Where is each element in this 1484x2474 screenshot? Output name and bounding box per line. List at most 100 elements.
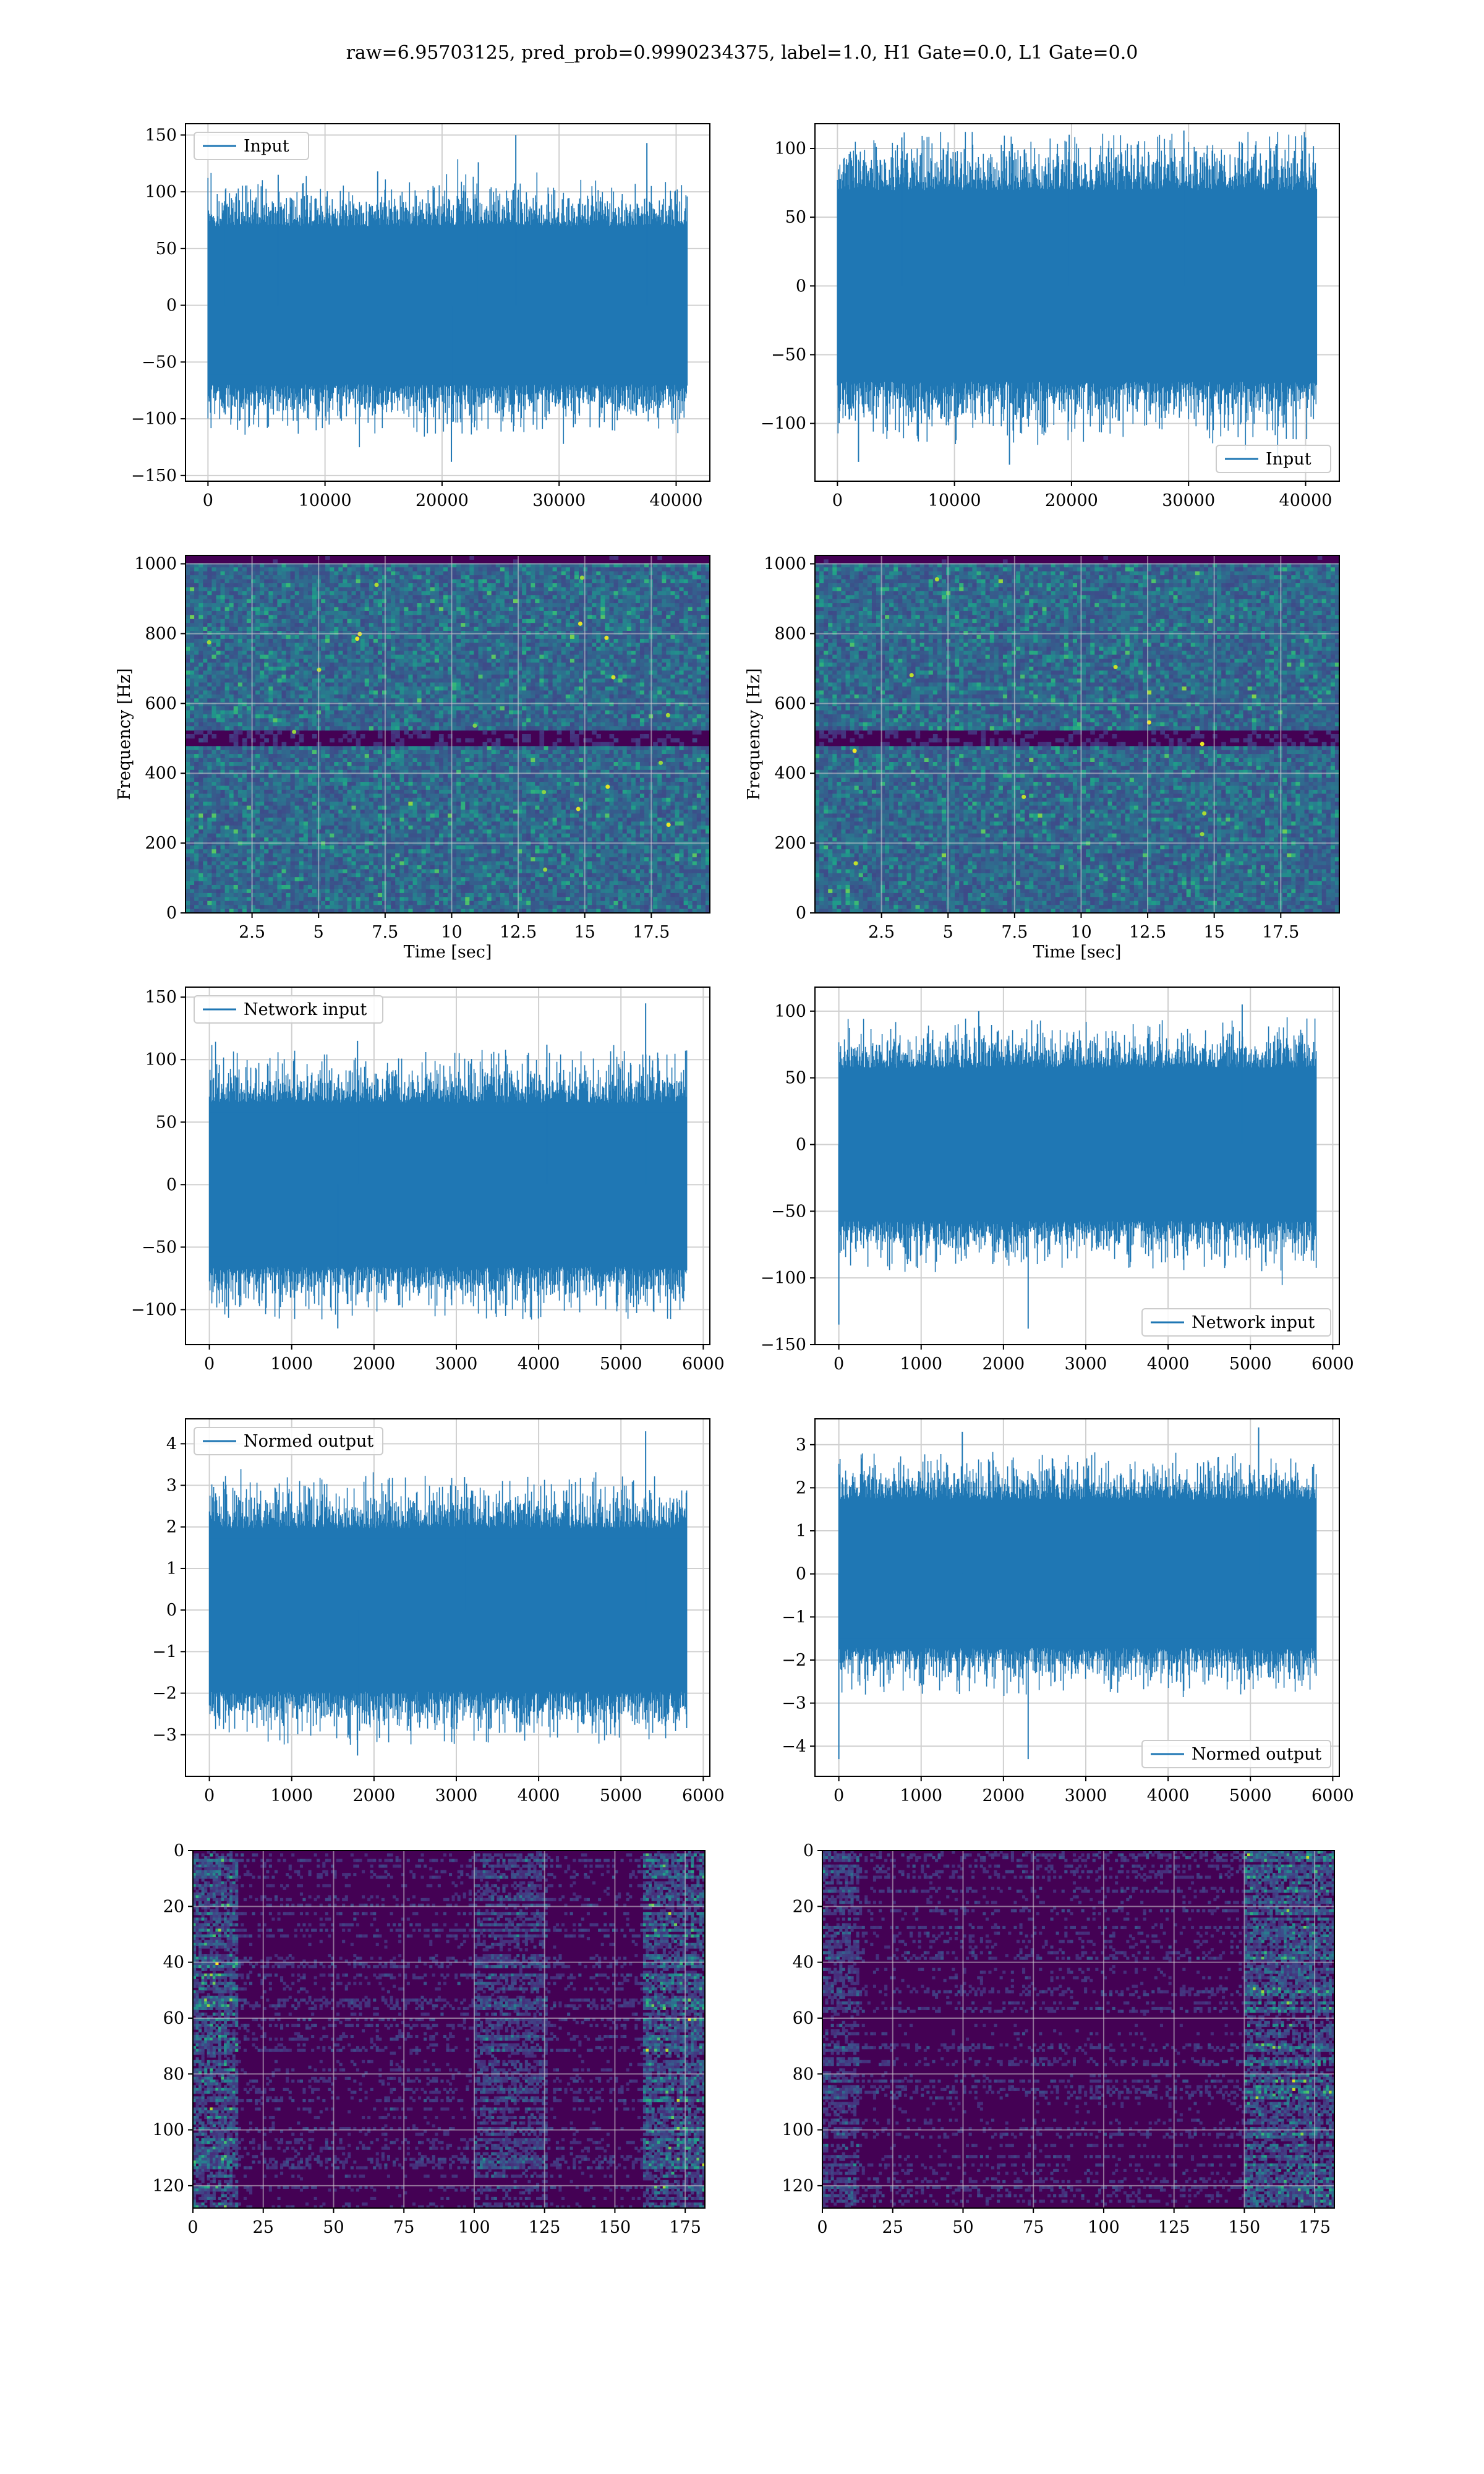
heatmap-cell <box>299 655 304 659</box>
heatmap-cell <box>640 678 645 683</box>
heatmap-cell <box>321 670 326 675</box>
heatmap-cell <box>693 567 697 571</box>
heatmap-cell <box>325 555 330 560</box>
heatmap-cell <box>413 678 418 683</box>
heatmap-cell <box>242 714 247 719</box>
heatmap-cell <box>190 714 195 719</box>
heatmap-cell <box>356 623 361 627</box>
heatmap-cell <box>291 662 296 667</box>
heatmap-cell <box>623 667 628 671</box>
heatmap-cell <box>570 683 575 687</box>
heatmap-cell <box>282 711 287 715</box>
heatmap-cell <box>483 662 488 667</box>
heatmap-cell <box>496 571 501 576</box>
heatmap-cell <box>203 714 208 719</box>
heatmap-cell <box>653 706 658 711</box>
heatmap-cell <box>487 591 492 596</box>
heatmap-cell <box>395 711 400 715</box>
heatmap-cell <box>553 690 558 695</box>
heatmap-cell <box>566 722 571 727</box>
heatmap-cell <box>198 718 203 722</box>
heatmap-cell <box>229 635 234 639</box>
heatmap-cell <box>653 571 658 576</box>
heatmap-cell <box>348 607 352 612</box>
heatmap-cell <box>399 718 404 722</box>
heatmap-cell <box>211 567 216 571</box>
heatmap-cell <box>557 722 562 727</box>
heatmap-cell <box>408 567 413 571</box>
heatmap-cell <box>277 635 282 639</box>
heatmap-cell <box>492 611 497 615</box>
heatmap-cell <box>238 607 243 612</box>
heatmap-cell <box>321 595 326 599</box>
heatmap-cell <box>373 575 378 580</box>
heatmap-cell <box>461 580 466 584</box>
heatmap-cell <box>561 698 566 703</box>
heatmap-cell <box>194 623 199 627</box>
heatmap-cell <box>238 643 243 647</box>
heatmap-cell <box>561 690 566 695</box>
heatmap-cell <box>435 687 440 691</box>
heatmap-cell <box>312 722 317 727</box>
heatmap-cell <box>605 587 610 591</box>
heatmap-cell <box>268 667 273 671</box>
heatmap-cell <box>487 706 492 711</box>
heatmap-cell <box>662 714 667 719</box>
heatmap-cell <box>623 695 628 699</box>
heatmap-cell <box>338 683 343 687</box>
heatmap-cell <box>198 575 203 580</box>
heatmap-cell <box>587 670 592 675</box>
heatmap-cell <box>631 651 636 655</box>
heatmap-cell <box>352 662 357 667</box>
series-band <box>208 236 687 375</box>
heatmap-cell <box>662 670 667 675</box>
heatmap-cell <box>207 718 212 722</box>
heatmap-cell <box>186 583 190 588</box>
heatmap-cell <box>456 587 461 591</box>
heatmap-cell <box>461 623 466 627</box>
heatmap-cell <box>505 611 510 615</box>
heatmap-cell <box>247 651 252 655</box>
heatmap-cell <box>474 619 479 623</box>
heatmap-cell <box>561 662 566 667</box>
heatmap-cell <box>225 595 230 599</box>
heatmap-cell <box>422 639 427 643</box>
heatmap-cell <box>557 639 562 643</box>
heatmap-cell <box>334 675 339 679</box>
heatmap-cell <box>439 647 444 651</box>
heatmap-cell <box>531 627 535 631</box>
heatmap-cell <box>399 587 404 591</box>
heatmap-cell <box>207 583 212 588</box>
heatmap-cell <box>600 714 605 719</box>
heatmap-cell <box>496 667 501 671</box>
heatmap-cell <box>600 711 605 715</box>
heatmap-cell <box>417 619 422 623</box>
heatmap-cell <box>636 651 641 655</box>
heatmap-cell <box>657 695 662 699</box>
heatmap-cell <box>640 583 645 588</box>
heatmap-cell <box>356 670 361 675</box>
heatmap-cell <box>247 567 252 571</box>
heatmap-cell <box>657 643 662 647</box>
heatmap-cell <box>456 571 461 576</box>
heatmap-cell <box>260 651 265 655</box>
heatmap-cell <box>605 714 610 719</box>
heatmap-cell <box>465 627 470 631</box>
heatmap-cell <box>373 718 378 722</box>
heatmap-cell <box>312 611 317 615</box>
heatmap-cell <box>461 647 466 651</box>
heatmap-cell <box>325 575 330 580</box>
heatmap-cell <box>570 662 575 667</box>
heatmap-cell <box>548 575 553 580</box>
heatmap-cell <box>553 567 558 571</box>
heatmap-cell <box>479 711 484 715</box>
heatmap-cell <box>618 587 623 591</box>
heatmap-cell <box>461 659 466 663</box>
heatmap-cell <box>373 698 378 703</box>
heatmap-cell <box>535 599 540 604</box>
heatmap-cell <box>675 714 680 719</box>
heatmap-cell <box>644 571 649 576</box>
heatmap-cell <box>426 655 431 659</box>
heatmap-cell <box>443 655 448 659</box>
heatmap-cell <box>614 571 619 576</box>
